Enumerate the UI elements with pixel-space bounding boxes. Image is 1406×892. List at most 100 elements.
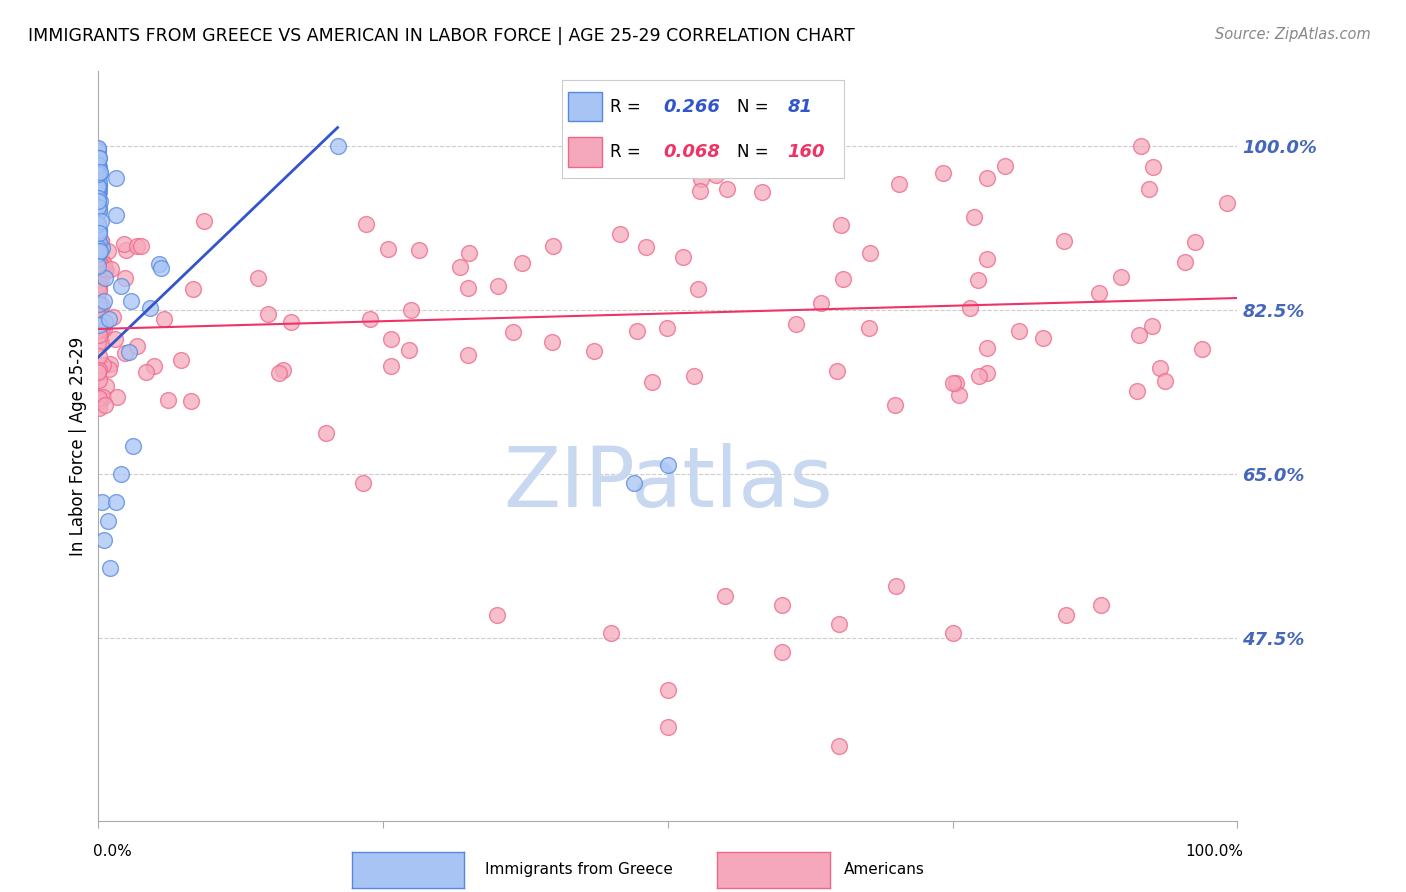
Point	[541, 239, 564, 253]
Point	[510, 256, 533, 270]
Text: R =: R =	[610, 98, 647, 116]
Point	[110, 278, 132, 293]
Point	[87, 160, 110, 174]
Point	[87, 247, 110, 261]
Point	[87, 327, 110, 342]
Point	[858, 320, 880, 334]
Point	[114, 271, 136, 285]
Point	[87, 284, 110, 298]
Point	[352, 475, 374, 490]
Point	[120, 293, 142, 308]
Point	[87, 186, 110, 201]
Point	[690, 172, 713, 186]
Point	[89, 394, 111, 409]
Point	[87, 151, 110, 165]
Point	[89, 254, 111, 268]
Point	[139, 301, 162, 315]
Point	[87, 204, 110, 219]
Point	[976, 170, 998, 185]
Point	[157, 393, 180, 408]
Point	[94, 378, 117, 392]
Point	[89, 166, 111, 180]
Point	[87, 240, 110, 254]
Point	[832, 272, 855, 286]
Point	[87, 401, 110, 416]
Point	[87, 225, 110, 239]
Point	[97, 244, 120, 259]
Point	[967, 369, 990, 384]
Point	[600, 626, 623, 640]
Point	[121, 439, 143, 453]
Point	[89, 234, 111, 248]
Point	[87, 259, 110, 273]
Point	[976, 341, 998, 355]
Point	[1216, 195, 1239, 210]
Point	[830, 219, 852, 233]
Point	[87, 252, 110, 267]
Point	[1174, 255, 1197, 269]
Point	[87, 235, 110, 249]
Point	[135, 365, 157, 379]
Point	[87, 219, 110, 234]
Point	[828, 739, 851, 753]
Point	[785, 317, 807, 331]
Point	[359, 312, 381, 326]
Point	[751, 185, 773, 199]
Point	[90, 273, 112, 287]
Text: Source: ZipAtlas.com: Source: ZipAtlas.com	[1215, 27, 1371, 42]
Point	[89, 244, 111, 258]
Point	[1140, 318, 1163, 333]
Point	[93, 270, 115, 285]
Text: Americans: Americans	[844, 863, 925, 877]
Point	[87, 391, 110, 405]
Point	[636, 240, 658, 254]
Point	[117, 344, 139, 359]
Point	[1090, 599, 1112, 613]
Bar	[568, 137, 602, 167]
Point	[170, 352, 193, 367]
Point	[976, 252, 998, 267]
Point	[112, 236, 135, 251]
Point	[87, 167, 110, 181]
Point	[1007, 324, 1029, 338]
Point	[657, 321, 679, 335]
Point	[193, 214, 215, 228]
Point	[87, 178, 110, 192]
Point	[884, 398, 907, 412]
Point	[87, 217, 110, 231]
Point	[671, 250, 693, 264]
Point	[87, 309, 110, 323]
Text: N =: N =	[737, 143, 768, 161]
Point	[87, 158, 110, 172]
Point	[1109, 269, 1132, 284]
Point	[94, 315, 117, 329]
Point	[486, 607, 509, 622]
Point	[87, 194, 110, 208]
Point	[716, 181, 738, 195]
Point	[859, 245, 882, 260]
Point	[96, 514, 118, 528]
Point	[153, 311, 176, 326]
Point	[90, 495, 112, 509]
Point	[87, 203, 110, 218]
Point	[87, 145, 110, 159]
Text: IMMIGRANTS FROM GREECE VS AMERICAN IN LABOR FORCE | AGE 25-29 CORRELATION CHART: IMMIGRANTS FROM GREECE VS AMERICAN IN LA…	[28, 27, 855, 45]
Point	[714, 589, 737, 603]
Point	[770, 645, 793, 659]
Point	[827, 364, 849, 378]
Point	[770, 599, 793, 613]
Point	[380, 359, 402, 373]
Text: ZIPatlas: ZIPatlas	[503, 443, 832, 524]
Point	[91, 358, 114, 372]
Point	[541, 334, 564, 349]
Point	[87, 301, 110, 316]
Point	[87, 246, 110, 260]
Point	[326, 139, 349, 153]
Text: 0.0%: 0.0%	[93, 844, 132, 859]
Point	[689, 184, 711, 198]
Point	[87, 250, 110, 264]
Point	[90, 241, 112, 255]
Point	[148, 257, 170, 271]
Point	[945, 376, 967, 391]
Point	[398, 343, 420, 357]
